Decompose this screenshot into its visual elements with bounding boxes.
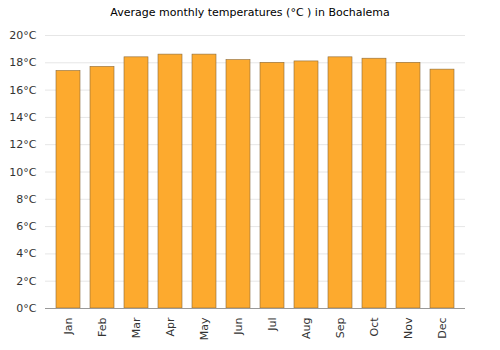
svg-text:6°C: 6°C bbox=[16, 220, 36, 233]
svg-text:Apr: Apr bbox=[164, 317, 177, 337]
svg-text:Aug: Aug bbox=[300, 318, 313, 339]
svg-text:12°C: 12°C bbox=[9, 138, 36, 151]
svg-text:May: May bbox=[198, 317, 211, 340]
svg-text:18°C: 18°C bbox=[9, 56, 36, 69]
svg-text:8°C: 8°C bbox=[16, 193, 36, 206]
svg-text:14°C: 14°C bbox=[9, 111, 36, 124]
svg-text:16°C: 16°C bbox=[9, 84, 36, 97]
svg-text:Nov: Nov bbox=[402, 317, 415, 339]
svg-text:Jan: Jan bbox=[62, 317, 75, 335]
svg-text:4°C: 4°C bbox=[16, 247, 36, 260]
svg-text:Jun: Jun bbox=[232, 317, 245, 335]
svg-text:Feb: Feb bbox=[96, 317, 109, 336]
html-text:Average monthly temperatures (: Average monthly temperatures (°C ) in Bo… bbox=[110, 6, 390, 19]
svg-text:Mar: Mar bbox=[130, 317, 143, 338]
svg-text:Sep: Sep bbox=[334, 317, 347, 338]
svg-text:Dec: Dec bbox=[436, 318, 449, 339]
svg-text:10°C: 10°C bbox=[9, 166, 36, 179]
svg-text:Jul: Jul bbox=[266, 318, 279, 332]
svg-text:Oct: Oct bbox=[368, 317, 381, 337]
svg-text:20°C: 20°C bbox=[9, 29, 36, 42]
svg-text:2°C: 2°C bbox=[16, 275, 36, 288]
svg-text:0°C: 0°C bbox=[16, 302, 36, 315]
